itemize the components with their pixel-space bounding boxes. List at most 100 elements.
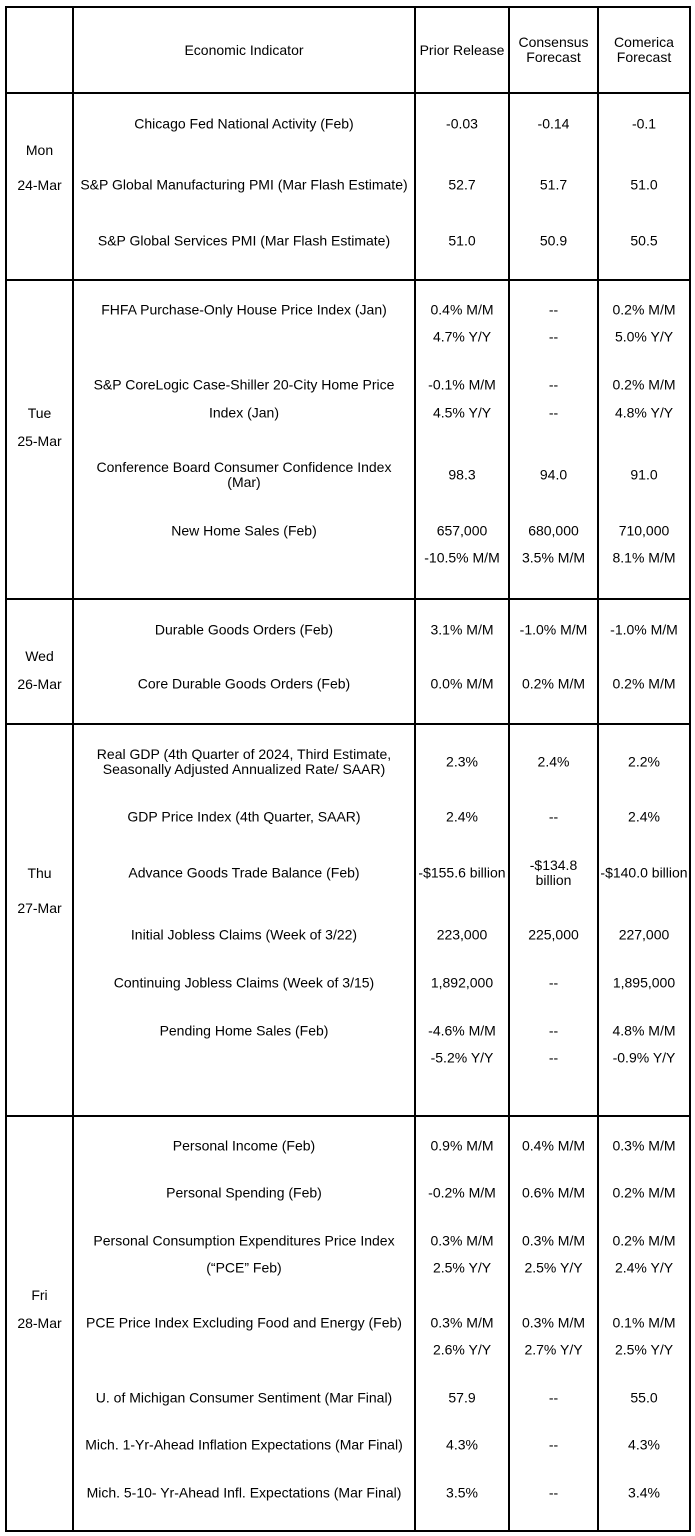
consensus-forecast-value: -0.14 xyxy=(537,115,570,132)
consensus-forecast-value: 0.4% M/M xyxy=(521,1137,585,1154)
prior-release-value: 0.3% M/M xyxy=(430,1232,494,1249)
consensus-forecast-value: 0.2% M/M xyxy=(521,675,585,692)
consensus-forecast-value: -- xyxy=(548,808,559,825)
header-indicator: Economic Indicator xyxy=(72,6,416,94)
indicator-value: S&P Global Manufacturing PMI (Mar Flash … xyxy=(80,176,408,193)
consensus-forecast-cell: -0.14 51.7 50.9 xyxy=(508,92,599,281)
comerica-forecast-value: 0.1% M/M xyxy=(612,1314,676,1331)
prior-release-value: 51.0 xyxy=(448,232,476,249)
day-date: 27-Mar xyxy=(17,900,62,916)
consensus-forecast-value: 2.7% Y/Y xyxy=(524,1341,583,1358)
comerica-forecast-value: -0.1 xyxy=(631,115,657,132)
prior-release-value: 4.5% Y/Y xyxy=(432,404,492,421)
day-block-fri: Fri 28-Mar Personal Income (Feb) Personal S… xyxy=(5,1115,691,1532)
consensus-forecast-value: -- xyxy=(548,376,559,393)
consensus-forecast-value: 225,000 xyxy=(528,926,579,943)
prior-release-value: 3.5% xyxy=(446,1484,478,1501)
prior-release-value: 2.6% Y/Y xyxy=(432,1341,492,1358)
day-name: Tue xyxy=(27,405,52,421)
indicator-value: Personal Income (Feb) xyxy=(172,1137,316,1154)
indicator-value: PCE Price Index Excluding Food and Energ… xyxy=(86,1314,402,1331)
consensus-forecast-cell: 2.4% -- -$134.8 billion 225,000 -- -- -- xyxy=(508,723,599,1117)
indicator-value: (“PCE” Feb) xyxy=(206,1259,282,1276)
day-name: Mon xyxy=(25,142,54,158)
prior-release-value: 0.4% M/M xyxy=(430,301,494,318)
prior-release-value: 2.5% Y/Y xyxy=(432,1259,492,1276)
consensus-forecast-value: -- xyxy=(548,301,559,318)
indicator-value: S&P Global Services PMI (Mar Flash Estim… xyxy=(97,232,391,249)
comerica-forecast-value: 227,000 xyxy=(618,926,670,943)
consensus-forecast-value: 2.5% Y/Y xyxy=(524,1259,583,1276)
prior-release-value: 4.7% Y/Y xyxy=(432,328,492,345)
day-block-thu: Thu 27-Mar Real GDP (4th Quarter of 2024, … xyxy=(5,723,691,1117)
day-date: 24-Mar xyxy=(17,177,62,193)
indicator-value: FHFA Purchase-Only House Price Index (Ja… xyxy=(101,301,387,318)
prior-release-value: 57.9 xyxy=(448,1389,476,1406)
comerica-forecast-value: 50.5 xyxy=(630,232,658,249)
day-date: 25-Mar xyxy=(17,433,62,449)
prior-release-cell: 3.1% M/M 0.0% M/M xyxy=(414,598,510,725)
comerica-forecast-value: 4.8% Y/Y xyxy=(614,404,674,421)
indicator-value: Initial Jobless Claims (Week of 3/22) xyxy=(130,926,358,943)
indicator-value: S&P CoreLogic Case-Shiller 20-City Home … xyxy=(93,376,395,393)
prior-release-value: -0.1% M/M xyxy=(428,376,496,393)
day-name: Fri xyxy=(31,1287,48,1303)
comerica-forecast-value: 0.2% M/M xyxy=(612,1232,676,1249)
header-prior-release: Prior Release xyxy=(414,6,510,94)
prior-release-value: 52.7 xyxy=(448,176,476,193)
consensus-forecast-value: -1.0% M/M xyxy=(519,621,588,638)
economic-calendar-table: Economic Indicator Prior Release Consens… xyxy=(5,6,691,1532)
prior-release-value: -10.5% M/M xyxy=(424,549,500,566)
comerica-forecast-cell: 2.2% 2.4% -$140.0 billion 227,000 1,895,000 4… xyxy=(597,723,691,1117)
consensus-forecast-cell: -1.0% M/M 0.2% M/M xyxy=(508,598,599,725)
comerica-forecast-cell: -1.0% M/M 0.2% M/M xyxy=(597,598,691,725)
day-cell: Mon 24-Mar xyxy=(5,92,74,281)
comerica-forecast-value: 2.5% Y/Y xyxy=(614,1341,674,1358)
comerica-forecast-value: -0.9% Y/Y xyxy=(612,1049,676,1066)
day-name: Wed xyxy=(25,648,54,664)
indicator-value: Chicago Fed National Activity (Feb) xyxy=(134,115,354,132)
comerica-forecast-value: 8.1% M/M xyxy=(612,549,676,566)
prior-release-value: 1,892,000 xyxy=(430,974,494,991)
comerica-forecast-value: 0.2% M/M xyxy=(612,675,676,692)
prior-release-value: -4.6% M/M xyxy=(428,1022,496,1039)
day-date: 28-Mar xyxy=(17,1315,62,1331)
prior-release-value: 2.4% xyxy=(446,808,478,825)
indicator-value: U. of Michigan Consumer Sentiment (Mar F… xyxy=(95,1389,393,1406)
indicator-cell: Personal Income (Feb) Personal Spending (… xyxy=(72,1115,416,1532)
comerica-forecast-value: 91.0 xyxy=(630,466,658,483)
comerica-forecast-value: -1.0% M/M xyxy=(610,621,678,638)
prior-release-value: 2.3% xyxy=(446,753,478,770)
consensus-forecast-value: -$134.8 billion xyxy=(529,857,578,888)
prior-release-value: -0.2% M/M xyxy=(428,1184,496,1201)
consensus-forecast-value: 94.0 xyxy=(539,466,568,483)
consensus-forecast-value: 3.5% M/M xyxy=(521,549,585,566)
consensus-forecast-value: -- xyxy=(548,1436,559,1453)
day-block-tue: Tue 25-Mar FHFA Purchase-Only House Price … xyxy=(5,279,691,600)
indicator-value: Durable Goods Orders (Feb) xyxy=(154,621,334,638)
comerica-forecast-value: 2.4% xyxy=(628,808,660,825)
consensus-forecast-value: 2.4% xyxy=(537,753,570,770)
comerica-forecast-value: 55.0 xyxy=(630,1389,658,1406)
header-consensus-forecast: Consensus Forecast xyxy=(508,6,599,94)
indicator-value: Mich. 5-10- Yr-Ahead Infl. Expectations … xyxy=(86,1484,402,1501)
indicator-cell: FHFA Purchase-Only House Price Index (Ja… xyxy=(72,279,416,600)
indicator-value: Real GDP (4th Quarter of 2024, Third Est… xyxy=(96,746,392,777)
indicator-value: Index (Jan) xyxy=(208,404,280,421)
day-block-wed: Wed 26-Mar Durable Goods Orders (Feb) Core … xyxy=(5,598,691,725)
indicator-value: Personal Spending (Feb) xyxy=(166,1184,322,1201)
day-date: 26-Mar xyxy=(17,676,62,692)
consensus-forecast-value: 680,000 xyxy=(528,522,579,539)
consensus-forecast-value: 50.9 xyxy=(539,232,568,249)
indicator-value: GDP Price Index (4th Quarter, SAAR) xyxy=(127,808,361,825)
prior-release-value: 0.3% M/M xyxy=(430,1314,494,1331)
consensus-forecast-value: 0.6% M/M xyxy=(521,1184,585,1201)
comerica-forecast-value: 1,895,000 xyxy=(612,974,676,991)
consensus-forecast-value: 0.3% M/M xyxy=(521,1314,585,1331)
indicator-cell: Durable Goods Orders (Feb) Core Durable G… xyxy=(72,598,416,725)
prior-release-value: -5.2% Y/Y xyxy=(430,1049,494,1066)
prior-release-value: 657,000 xyxy=(436,522,488,539)
prior-release-value: 0.9% M/M xyxy=(430,1137,494,1154)
comerica-forecast-value: 0.2% M/M xyxy=(612,376,676,393)
prior-release-cell: 2.3% 2.4% -$155.6 billion 223,000 1,892,000 -… xyxy=(414,723,510,1117)
